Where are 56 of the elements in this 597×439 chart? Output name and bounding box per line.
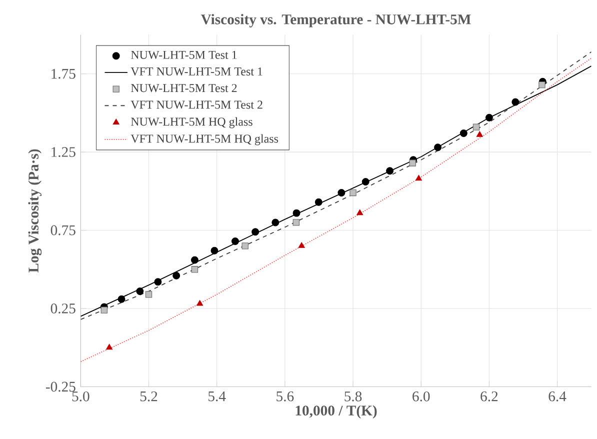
point [252,228,260,236]
x-tick-label: 5.8 [344,391,362,402]
point [356,209,364,216]
y-tick-label: 1.75 [52,68,76,79]
point [485,114,493,122]
point [409,160,416,166]
point [292,219,300,226]
x-axis-title: 10,000 / T(K) [296,405,377,419]
point [538,81,546,88]
legend-label: VFT NUW-LHT-5M HQ glass [130,134,278,146]
point [242,242,248,250]
point [154,278,162,286]
point [272,218,280,226]
point [512,98,520,106]
point [231,237,239,245]
point [476,131,483,137]
point [350,189,356,196]
x-tick-label: 5.0 [72,391,90,402]
y-tick-label: -0.25 [46,382,76,392]
legend-label: NUW-LHT-5M HQ glass [130,117,252,128]
point [338,189,346,196]
x-tick-label: 6.0 [412,391,430,402]
point [191,266,198,273]
y-axis-title: Log Viscosity (Pa·s) [28,149,42,273]
legend-label: VFT NUW-LHT-5M Test 1 [130,67,262,76]
point [292,209,300,217]
point [415,174,422,181]
x-tick-label: 5.4 [208,391,226,402]
y-tick-label: 0.75 [50,225,76,236]
point [106,344,113,350]
point [172,272,180,280]
x-tick-label: 5.2 [140,391,158,402]
point [472,124,480,130]
point [145,291,152,298]
point [314,198,322,206]
point [210,246,218,254]
x-tick-label: 6.2 [480,391,498,402]
point [434,144,442,152]
y-tick-label: 0.25 [50,304,76,314]
point [298,242,305,248]
chart-title: Viscosity vs. Temperature - NUW-LHT-5M [200,14,471,28]
legend-label: NUW-LHT-5M Test 2 [130,84,237,92]
point [460,130,468,138]
line-series [80,58,592,362]
legend-label: NUW-LHT-5M Test 1 [130,50,237,59]
x-tick-label: 5.6 [276,391,294,402]
point [190,256,198,264]
y-tick-label: 1.25 [52,147,76,158]
point [100,306,108,314]
point [196,300,204,306]
legend-label: VFT NUW-LHT-5M Test 2 [130,100,262,109]
point [386,167,394,175]
point [362,178,370,186]
point [136,288,144,296]
x-tick-label: 6.4 [548,391,566,402]
point [118,295,126,303]
